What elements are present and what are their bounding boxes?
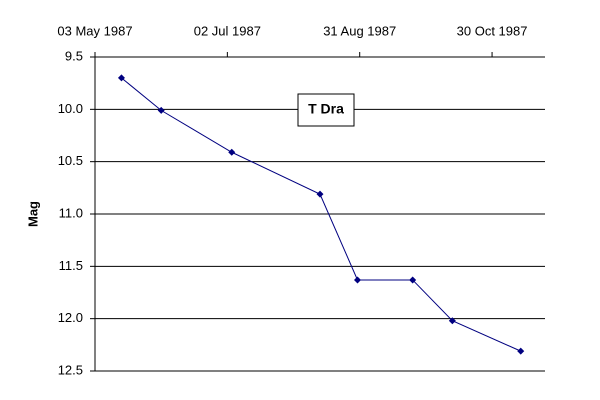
x-tick-label: 30 Oct 1987	[457, 23, 528, 38]
data-point	[157, 106, 165, 114]
y-tick-label: 9.5	[65, 48, 83, 63]
data-point	[117, 74, 125, 82]
data-point	[409, 276, 417, 284]
y-tick-label: 12.5	[58, 362, 83, 377]
data-point	[228, 148, 236, 156]
y-tick-label: 11.0	[59, 205, 83, 220]
y-tick-label: 12.0	[58, 310, 83, 325]
x-tick-label: 31 Aug 1987	[323, 23, 396, 38]
y-axis-label: Mag	[25, 201, 40, 227]
x-tick-label: 03 May 1987	[57, 23, 132, 38]
series-line	[121, 77, 521, 352]
y-tick-label: 11.5	[59, 258, 83, 273]
x-tick-label: 02 Jul 1987	[194, 23, 261, 38]
y-tick-label: 10.0	[58, 101, 83, 116]
data-point	[448, 317, 456, 325]
data-point	[354, 276, 361, 284]
data-point	[517, 347, 525, 355]
data-point	[316, 190, 324, 198]
y-tick-label: 10.5	[58, 153, 83, 168]
title-box	[297, 93, 355, 127]
chart-title: T Dra	[308, 101, 344, 117]
